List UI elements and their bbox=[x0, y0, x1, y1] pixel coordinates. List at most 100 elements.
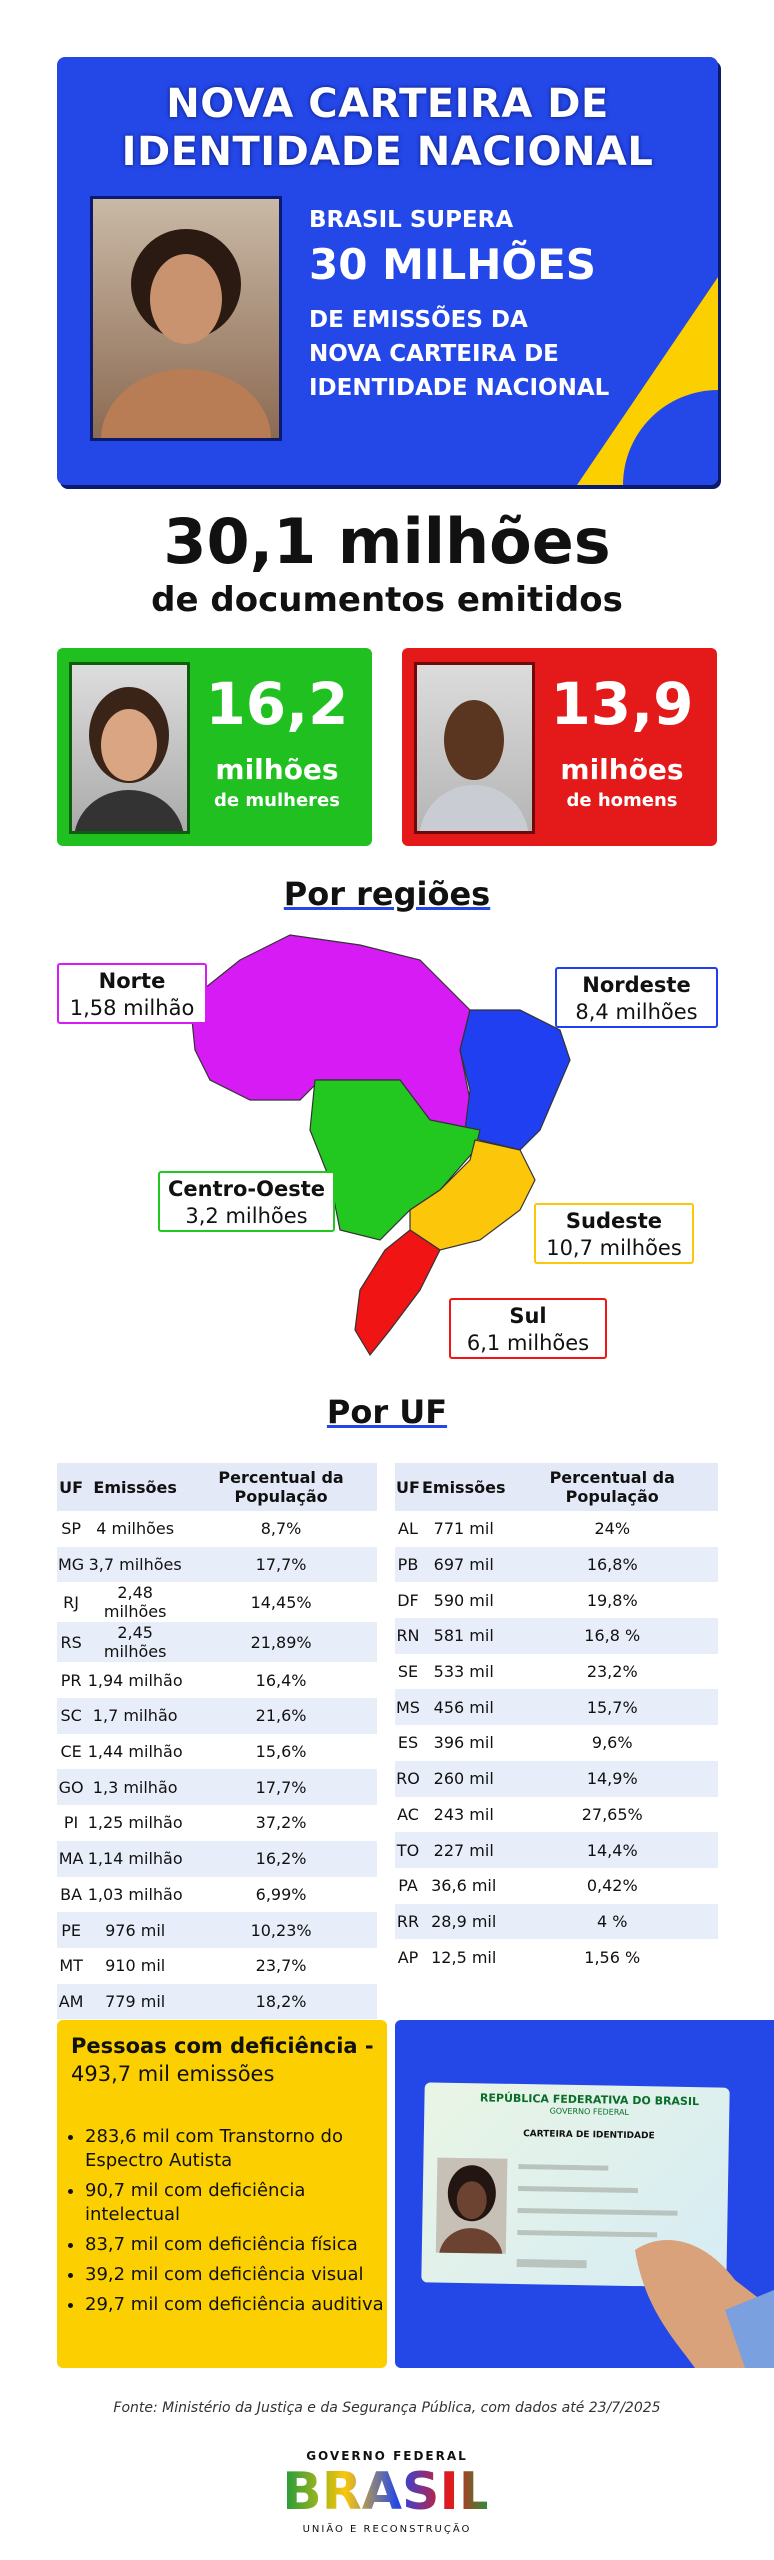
table-row: RJ 2,48 milhões 14,45% bbox=[57, 1582, 377, 1622]
men-value: 13,9 bbox=[550, 670, 694, 738]
regions-title: Por regiões bbox=[283, 875, 491, 913]
region-label: Norte 1,58 milhão bbox=[57, 963, 207, 1024]
table-cell: BA bbox=[60, 1884, 83, 1904]
table-row: MT 910 mil 23,7% bbox=[57, 1948, 377, 1984]
logo-top: GOVERNO FEDERAL bbox=[306, 2449, 468, 2463]
column-header: UF bbox=[395, 1463, 421, 1511]
table-cell: 23,7% bbox=[255, 1956, 307, 1976]
table-row: TO 227 mil 14,4% bbox=[395, 1832, 718, 1868]
table-cell: PA bbox=[398, 1876, 418, 1896]
table-cell: AP bbox=[397, 1947, 419, 1967]
photo bbox=[414, 662, 535, 834]
table-cell: AM bbox=[57, 1983, 86, 2020]
hand bbox=[635, 2240, 774, 2368]
column-header: Emissões bbox=[420, 1463, 507, 1511]
table-row: AC 243 mil 27,65% bbox=[395, 1797, 718, 1833]
disability-card: Pessoas com deficiência - 493,7 mil emis… bbox=[57, 2020, 387, 2368]
hero-card: NOVA CARTEIRA DE IDENTIDADE NACIONAL BRA… bbox=[57, 57, 718, 485]
hero-title: IDENTIDADE NACIONAL bbox=[121, 129, 654, 175]
table-cell: 17,7% bbox=[185, 1769, 377, 1806]
table-row: PR 1,94 milhão 16,4% bbox=[57, 1662, 377, 1698]
photo bbox=[69, 662, 190, 834]
table-cell: 1,03 milhão bbox=[87, 1884, 183, 1904]
region-value: 3,2 milhões bbox=[185, 1204, 308, 1228]
men-card: 13,9 milhões de homens bbox=[402, 648, 717, 846]
table-cell: 1,14 milhão bbox=[85, 1840, 186, 1877]
table-row: SE 533 mil 23,2% bbox=[395, 1654, 718, 1690]
women-card: 16,2 milhões de mulheres bbox=[57, 648, 372, 846]
table-cell: DF bbox=[397, 1590, 419, 1610]
table-cell: 14,4% bbox=[506, 1832, 718, 1868]
women-value: 16,2 bbox=[205, 670, 349, 738]
table-row: MA 1,14 milhão 16,2% bbox=[57, 1840, 377, 1877]
table-cell: 533 mil bbox=[433, 1662, 494, 1682]
table-row: PE 976 mil 10,23% bbox=[57, 1912, 377, 1948]
table-row: SC 1,7 milhão 21,6% bbox=[57, 1698, 377, 1734]
table-cell: 2,45 milhões bbox=[85, 1622, 186, 1663]
table-row: ES 396 mil 9,6% bbox=[395, 1725, 718, 1761]
hero-text: DE EMISSÕES DA bbox=[309, 307, 528, 333]
table-cell: 1,44 milhão bbox=[87, 1742, 183, 1762]
region-name: Norte bbox=[98, 969, 166, 993]
table-cell: TO bbox=[395, 1832, 421, 1868]
table-cell: 14,9% bbox=[506, 1760, 718, 1797]
region-name: Nordeste bbox=[582, 973, 691, 997]
table-cell: 1,7 milhão bbox=[85, 1698, 186, 1734]
column-header: Percentual da População bbox=[506, 1463, 718, 1511]
column-header: Percentual da População bbox=[185, 1463, 377, 1511]
hero-highlight: 30 MILHÕES bbox=[309, 240, 597, 289]
uf-table: UF Emissões Percentual da População AL 771 m… bbox=[395, 1463, 718, 1975]
table-cell: 15,6% bbox=[255, 1742, 307, 1762]
uf-title: Por UF bbox=[326, 1393, 448, 1431]
table-cell: 0,42% bbox=[586, 1876, 638, 1896]
table-cell: MT bbox=[59, 1956, 83, 1976]
table-row: SP 4 milhões 8,7% bbox=[57, 1511, 377, 1547]
logo: BRASIL bbox=[287, 2465, 487, 2521]
table-cell: PR bbox=[60, 1670, 82, 1690]
column-header: Emissões bbox=[85, 1463, 186, 1511]
table-cell: 37,2% bbox=[255, 1813, 307, 1833]
table-cell: 260 mil bbox=[420, 1760, 507, 1797]
disability-item: 39,2 mil com deficiência visual bbox=[85, 2263, 385, 2287]
table-cell: ES bbox=[397, 1733, 419, 1753]
disability-title: Pessoas com deficiência - bbox=[71, 2034, 374, 2058]
table-cell: 16,8 % bbox=[506, 1618, 718, 1654]
table-row: GO 1,3 milhão 17,7% bbox=[57, 1769, 377, 1806]
women-unit: milhões bbox=[215, 753, 339, 786]
table-cell: 3,7 milhões bbox=[85, 1546, 186, 1583]
region-value: 10,7 milhões bbox=[546, 1236, 682, 1260]
table-cell: PI bbox=[63, 1813, 79, 1833]
photo bbox=[90, 196, 282, 441]
table-cell: 21,6% bbox=[185, 1698, 377, 1734]
table-cell: AL bbox=[398, 1519, 418, 1539]
region-name: Centro-Oeste bbox=[167, 1177, 326, 1201]
region-name: Sul bbox=[509, 1304, 547, 1328]
table-cell: 9,6% bbox=[591, 1733, 633, 1753]
table-cell: 697 mil bbox=[420, 1546, 507, 1583]
table-cell: RO bbox=[395, 1760, 421, 1797]
table-cell: 10,23% bbox=[185, 1912, 377, 1948]
table-row: RR 28,9 mil 4 % bbox=[395, 1903, 718, 1940]
total-value: 30,1 milhões bbox=[163, 505, 611, 578]
table-cell: RN bbox=[395, 1618, 421, 1654]
table-row: PB 697 mil 16,8% bbox=[395, 1546, 718, 1583]
table-row: RO 260 mil 14,9% bbox=[395, 1760, 718, 1797]
table-cell: RS bbox=[57, 1622, 86, 1663]
hero-text: IDENTIDADE NACIONAL bbox=[309, 375, 610, 401]
table-cell: MG bbox=[57, 1546, 86, 1583]
table-cell: CE bbox=[60, 1742, 82, 1762]
table-row: PA 36,6 mil 0,42% bbox=[395, 1868, 718, 1904]
table-cell: SC bbox=[57, 1698, 86, 1734]
region-value: 8,4 milhões bbox=[575, 1000, 698, 1024]
table-cell: 4 milhões bbox=[96, 1519, 175, 1539]
table-cell: 19,8% bbox=[586, 1590, 638, 1610]
region-value: 1,58 milhão bbox=[69, 996, 195, 1020]
table-row: AM 779 mil 18,2% bbox=[57, 1983, 377, 2020]
card-lines bbox=[516, 2163, 678, 2269]
region-sul bbox=[354, 1229, 441, 1357]
table-cell: 16,4% bbox=[255, 1670, 307, 1690]
table-cell: RR bbox=[395, 1903, 421, 1940]
id-card-panel: REPÚBLICA FEDERATIVA DO BRASIL GOVERNO F… bbox=[395, 2020, 774, 2368]
table-cell: 1,94 milhão bbox=[87, 1670, 183, 1690]
